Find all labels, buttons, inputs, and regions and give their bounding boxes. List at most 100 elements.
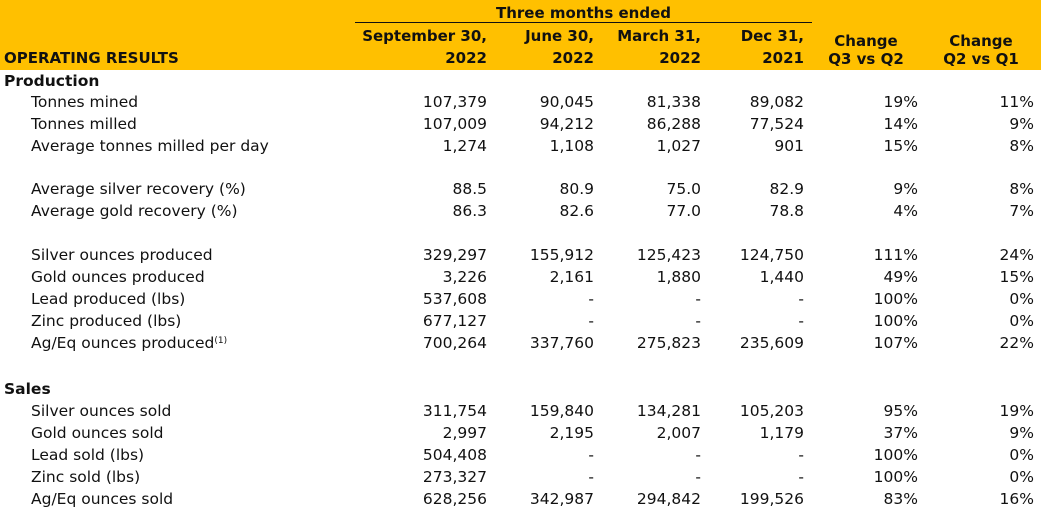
cell-change-q2-q1: 11% (999, 93, 1034, 111)
cell-sep-2022: 504,408 (422, 446, 487, 464)
cell-change-q2-q1: 8% (1009, 137, 1034, 155)
cell-jun-2022: 342,987 (529, 490, 594, 508)
col-header-4-line1: Dec 31, (740, 27, 804, 45)
cell-mar-2022: 2,007 (656, 424, 701, 442)
row-label: Zinc sold (lbs) (31, 468, 141, 486)
row-label: Zinc produced (lbs) (31, 312, 182, 330)
cell-change-q2-q1: 19% (999, 402, 1034, 420)
cell-sep-2022: 88.5 (452, 180, 487, 198)
cell-mar-2022: 77.0 (666, 202, 701, 220)
cell-dec-2021: 105,203 (739, 402, 804, 420)
table-row: Average gold recovery (%) 86.3 82.6 77.0… (0, 200, 1041, 222)
cell-sep-2022: 311,754 (422, 402, 487, 420)
cell-change-q2-q1: 8% (1009, 180, 1034, 198)
cell-change-q3-q2: 100% (873, 446, 918, 464)
cell-jun-2022: 94,212 (539, 115, 594, 133)
footnote-marker: (1) (214, 336, 228, 346)
col-header-3-line1: March 31, (617, 27, 701, 45)
cell-change-q2-q1: 0% (1009, 468, 1034, 486)
row-label: Average tonnes milled per day (31, 137, 269, 155)
cell-dec-2021: 235,609 (739, 334, 804, 352)
cell-mar-2022: 275,823 (636, 334, 701, 352)
cell-change-q3-q2: 100% (873, 312, 918, 330)
col-header-1-line1: September 30, (362, 27, 487, 45)
cell-jun-2022: - (588, 312, 594, 330)
cell-sep-2022: 3,226 (442, 268, 487, 286)
cell-sep-2022: 537,608 (422, 290, 487, 308)
cell-sep-2022: 700,264 (422, 334, 487, 352)
change2-header-line2: Q2 vs Q1 (943, 50, 1019, 68)
cell-change-q2-q1: 7% (1009, 202, 1034, 220)
cell-change-q2-q1: 22% (999, 334, 1034, 352)
cell-change-q3-q2: 37% (883, 424, 918, 442)
cell-dec-2021: 1,440 (759, 268, 804, 286)
row-label: Lead sold (lbs) (31, 446, 145, 464)
table-row: Lead sold (lbs) 504,408 - - - 100% 0% (0, 444, 1041, 466)
cell-jun-2022: 90,045 (539, 93, 594, 111)
col-header-3-line2: 2022 (659, 49, 701, 67)
cell-sep-2022: 107,379 (422, 93, 487, 111)
table-header: Three months ended OPERATING RESULTS Sep… (0, 0, 1041, 70)
cell-jun-2022: - (588, 446, 594, 464)
cell-change-q2-q1: 15% (999, 268, 1034, 286)
cell-mar-2022: - (695, 290, 701, 308)
cell-sep-2022: 628,256 (422, 490, 487, 508)
table-row: Gold ounces sold 2,997 2,195 2,007 1,179… (0, 422, 1041, 444)
cell-sep-2022: 273,327 (422, 468, 487, 486)
cell-dec-2021: 82.9 (769, 180, 804, 198)
col-header-2-line2: 2022 (552, 49, 594, 67)
cell-change-q2-q1: 9% (1009, 424, 1034, 442)
cell-mar-2022: 86,288 (646, 115, 701, 133)
cell-jun-2022: 80.9 (559, 180, 594, 198)
table-row: Average tonnes milled per day 1,274 1,10… (0, 135, 1041, 157)
cell-change-q3-q2: 19% (883, 93, 918, 111)
cell-sep-2022: 1,274 (442, 137, 487, 155)
cell-mar-2022: 1,880 (656, 268, 701, 286)
change1-header-line2: Q3 vs Q2 (828, 50, 904, 68)
row-label: Ag/Eq ounces sold (31, 490, 174, 508)
cell-dec-2021: 199,526 (739, 490, 804, 508)
row-label-text: Ag/Eq ounces produced (31, 334, 215, 352)
cell-jun-2022: 155,912 (529, 246, 594, 264)
cell-jun-2022: 1,108 (549, 137, 594, 155)
cell-mar-2022: 134,281 (636, 402, 701, 420)
cell-dec-2021: 124,750 (739, 246, 804, 264)
cell-dec-2021: 78.8 (769, 202, 804, 220)
cell-jun-2022: 2,161 (549, 268, 594, 286)
row-label: Ag/Eq ounces produced(1) (31, 332, 227, 354)
section-sales: Sales (4, 380, 51, 398)
table-title: OPERATING RESULTS (4, 49, 179, 67)
cell-change-q3-q2: 83% (883, 490, 918, 508)
cell-dec-2021: 89,082 (749, 93, 804, 111)
col-header-4-line2: 2021 (762, 49, 804, 67)
row-label: Silver ounces produced (31, 246, 213, 264)
cell-sep-2022: 86.3 (452, 202, 487, 220)
section-production: Production (4, 72, 100, 90)
cell-mar-2022: - (695, 446, 701, 464)
row-label: Gold ounces sold (31, 424, 164, 442)
cell-change-q3-q2: 95% (883, 402, 918, 420)
cell-mar-2022: 81,338 (646, 93, 701, 111)
cell-change-q3-q2: 100% (873, 290, 918, 308)
row-label: Lead produced (lbs) (31, 290, 186, 308)
cell-jun-2022: 2,195 (549, 424, 594, 442)
row-label: Average gold recovery (%) (31, 202, 238, 220)
table-row: Ag/Eq ounces sold 628,256 342,987 294,84… (0, 488, 1041, 510)
cell-change-q2-q1: 16% (999, 490, 1034, 508)
header-underline (355, 22, 812, 23)
cell-jun-2022: 337,760 (529, 334, 594, 352)
cell-sep-2022: 329,297 (422, 246, 487, 264)
cell-change-q3-q2: 49% (883, 268, 918, 286)
cell-sep-2022: 2,997 (442, 424, 487, 442)
table-row: Zinc produced (lbs) 677,127 - - - 100% 0… (0, 310, 1041, 332)
cell-change-q2-q1: 24% (999, 246, 1034, 264)
cell-change-q3-q2: 107% (873, 334, 918, 352)
cell-jun-2022: 159,840 (529, 402, 594, 420)
cell-change-q3-q2: 14% (883, 115, 918, 133)
table-row: Silver ounces sold 311,754 159,840 134,2… (0, 400, 1041, 422)
cell-change-q2-q1: 0% (1009, 446, 1034, 464)
col-header-2-line1: June 30, (525, 27, 594, 45)
row-label: Tonnes milled (31, 115, 137, 133)
cell-change-q2-q1: 0% (1009, 312, 1034, 330)
row-label: Gold ounces produced (31, 268, 205, 286)
